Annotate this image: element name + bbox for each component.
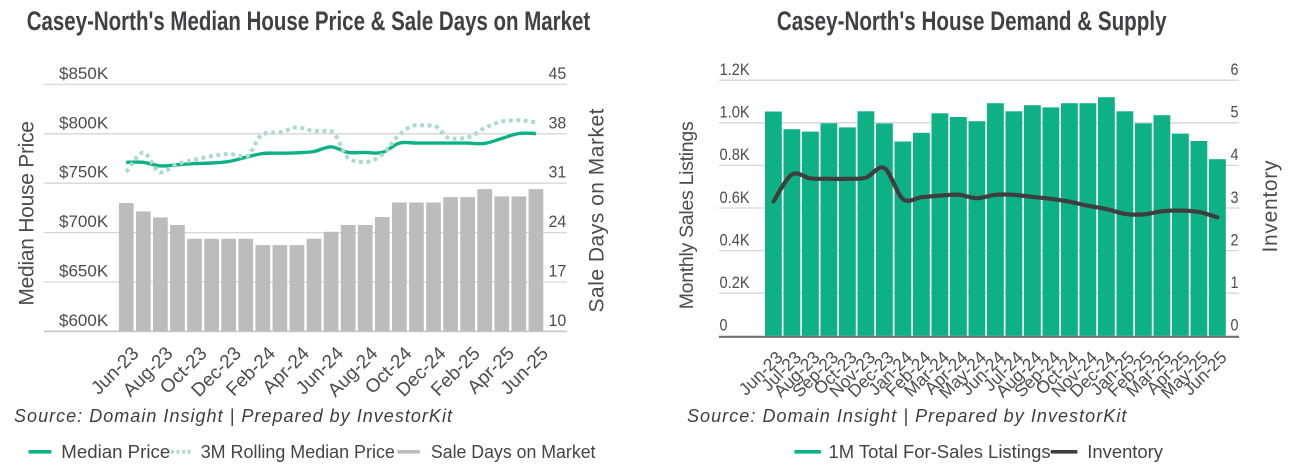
svg-text:1.0K: 1.0K: [720, 103, 751, 122]
svg-text:Sale Days on Market: Sale Days on Market: [431, 441, 596, 462]
svg-text:3: 3: [1231, 188, 1239, 207]
svg-text:1: 1: [1231, 273, 1239, 292]
svg-text:Source: Domain Insight | Prepa: Source: Domain Insight | Prepared by Inv…: [687, 406, 1127, 426]
svg-text:0: 0: [720, 316, 728, 335]
svg-text:Monthly Sales Listings: Monthly Sales Listings: [676, 121, 698, 309]
svg-text:0: 0: [1231, 316, 1239, 335]
svg-text:24: 24: [549, 212, 567, 231]
svg-text:0.4K: 0.4K: [720, 230, 751, 249]
svg-text:$750K: $750K: [59, 163, 109, 182]
svg-text:0.6K: 0.6K: [720, 188, 751, 207]
svg-text:1M Total For-Sales Listings: 1M Total For-Sales Listings: [829, 441, 1051, 462]
svg-text:Source: Domain Insight | Prepa: Source: Domain Insight | Prepared by Inv…: [14, 406, 453, 426]
svg-text:Inventory: Inventory: [1259, 160, 1282, 253]
svg-text:3M Rolling Median Price: 3M Rolling Median Price: [201, 441, 395, 462]
svg-text:0.8K: 0.8K: [720, 145, 751, 164]
svg-text:$800K: $800K: [59, 113, 109, 132]
svg-text:5: 5: [1231, 103, 1239, 122]
svg-text:0.2K: 0.2K: [720, 273, 751, 292]
svg-text:Casey-North's House Demand & S: Casey-North's House Demand & Supply: [777, 6, 1167, 36]
svg-text:Median House Price: Median House Price: [16, 121, 39, 306]
svg-text:Median Price: Median Price: [61, 441, 170, 462]
svg-text:$600K: $600K: [59, 311, 109, 330]
svg-text:Sale Days on Market: Sale Days on Market: [586, 108, 609, 312]
svg-text:10: 10: [549, 311, 567, 330]
svg-text:1.2K: 1.2K: [720, 60, 751, 79]
svg-text:17: 17: [549, 262, 567, 281]
svg-text:38: 38: [549, 113, 567, 132]
svg-text:31: 31: [549, 163, 567, 182]
svg-text:6: 6: [1231, 60, 1239, 79]
svg-text:2: 2: [1231, 230, 1239, 249]
svg-text:Inventory: Inventory: [1087, 441, 1163, 462]
svg-text:4: 4: [1231, 145, 1239, 164]
svg-text:Casey-North's Median House Pri: Casey-North's Median House Price & Sale …: [27, 6, 591, 36]
svg-text:45: 45: [549, 64, 567, 83]
svg-text:$700K: $700K: [59, 212, 109, 231]
svg-text:$850K: $850K: [59, 64, 109, 83]
svg-text:$650K: $650K: [59, 262, 109, 281]
